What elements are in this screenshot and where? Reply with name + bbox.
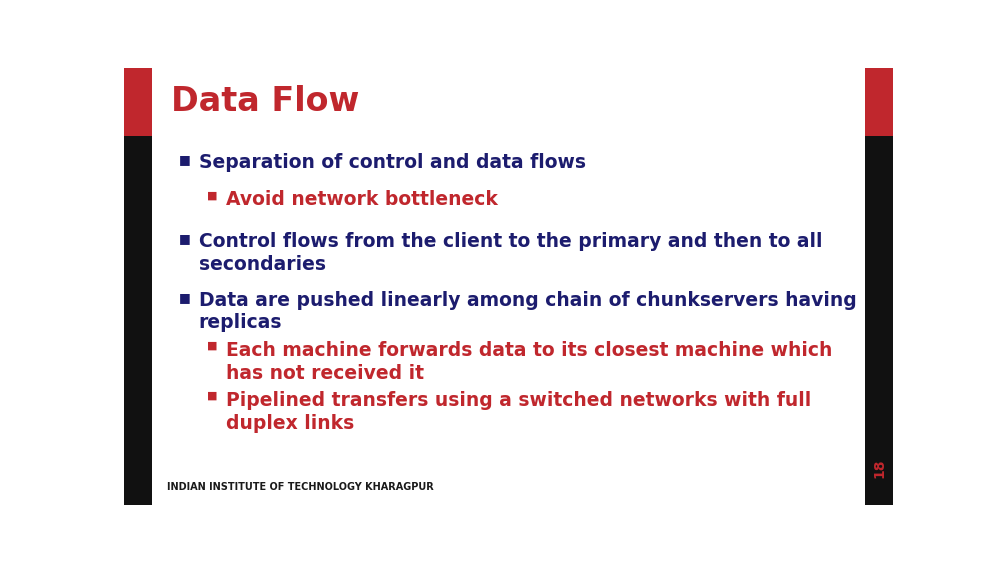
Text: Pipelined transfers using a switched networks with full
duplex links: Pipelined transfers using a switched net… bbox=[226, 391, 811, 433]
Bar bbox=[865, 136, 893, 505]
Text: Avoid network bottleneck: Avoid network bottleneck bbox=[226, 191, 498, 209]
Bar bbox=[124, 68, 152, 136]
Text: ■: ■ bbox=[180, 153, 191, 166]
Text: 18: 18 bbox=[872, 459, 886, 479]
Bar bbox=[124, 136, 152, 505]
Text: Separation of control and data flows: Separation of control and data flows bbox=[198, 153, 585, 172]
Text: INDIAN INSTITUTE OF TECHNOLOGY KHARAGPUR: INDIAN INSTITUTE OF TECHNOLOGY KHARAGPUR bbox=[167, 481, 434, 492]
Text: Control flows from the client to the primary and then to all
secondaries: Control flows from the client to the pri… bbox=[198, 232, 822, 273]
Bar bbox=[865, 68, 893, 136]
Text: ■: ■ bbox=[207, 391, 217, 401]
Text: ■: ■ bbox=[207, 341, 217, 351]
Text: ■: ■ bbox=[180, 232, 191, 245]
Text: Data are pushed linearly among chain of chunkservers having
replicas: Data are pushed linearly among chain of … bbox=[198, 291, 856, 332]
Text: ■: ■ bbox=[180, 291, 191, 304]
Text: Data Flow: Data Flow bbox=[171, 86, 359, 119]
Text: ■: ■ bbox=[207, 191, 217, 200]
Text: Each machine forwards data to its closest machine which
has not received it: Each machine forwards data to its closes… bbox=[226, 341, 832, 383]
